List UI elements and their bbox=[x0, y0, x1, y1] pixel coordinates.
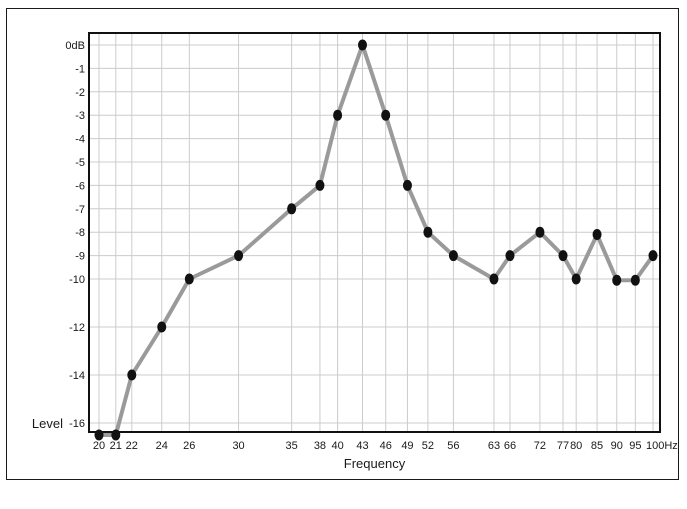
x-tick-label: 63 bbox=[488, 440, 500, 452]
y-tick-label: -5 bbox=[75, 157, 85, 169]
data-point bbox=[592, 229, 602, 241]
data-point bbox=[505, 250, 515, 262]
x-tick-label: 72 bbox=[534, 440, 546, 452]
series-layer bbox=[94, 39, 658, 441]
data-point bbox=[630, 274, 640, 286]
grid bbox=[89, 33, 660, 432]
data-point bbox=[402, 179, 412, 191]
data-point bbox=[287, 203, 297, 215]
data-point bbox=[234, 250, 244, 262]
series-line bbox=[99, 43, 655, 437]
data-point bbox=[315, 179, 325, 191]
y-axis-title: Level bbox=[32, 416, 63, 431]
data-point bbox=[423, 226, 433, 238]
y-tick-label: -16 bbox=[69, 418, 85, 430]
x-tick-label: 21 bbox=[110, 440, 122, 452]
data-point bbox=[558, 250, 568, 262]
data-point bbox=[127, 369, 137, 381]
data-point bbox=[111, 429, 121, 441]
data-point bbox=[648, 250, 658, 262]
x-tick-label: 35 bbox=[286, 440, 298, 452]
data-point bbox=[448, 250, 458, 262]
plot-area-border bbox=[88, 32, 661, 433]
x-tick-label: 52 bbox=[422, 440, 434, 452]
y-tick-label: -1 bbox=[75, 63, 85, 75]
x-tick-label: 100Hz bbox=[646, 440, 678, 452]
x-tick-label: 26 bbox=[183, 440, 195, 452]
y-tick-label: -3 bbox=[75, 110, 85, 122]
y-tick-label: -4 bbox=[75, 134, 85, 146]
data-point bbox=[612, 274, 622, 286]
y-tick-label: 0dB bbox=[65, 40, 85, 52]
data-point bbox=[157, 321, 167, 333]
y-tick-label: -9 bbox=[75, 251, 85, 263]
x-tick-labels: 20 21 22 24 26 30 35 38 40 43 46 49 52 56 63 66 72 77 80 85… bbox=[93, 440, 678, 452]
x-tick-label: 56 bbox=[447, 440, 459, 452]
y-tick-label: -8 bbox=[75, 227, 85, 239]
x-tick-label: 24 bbox=[156, 440, 168, 452]
x-tick-label: 49 bbox=[401, 440, 413, 452]
x-tick-label: 85 bbox=[591, 440, 603, 452]
y-tick-label: -14 bbox=[69, 370, 85, 382]
data-point bbox=[535, 226, 545, 238]
data-point bbox=[184, 273, 194, 285]
y-tick-label: -10 bbox=[69, 274, 85, 286]
x-tick-label: 38 bbox=[314, 440, 326, 452]
x-tick-label: 43 bbox=[356, 440, 368, 452]
x-tick-label: 20 bbox=[93, 440, 105, 452]
x-tick-label: 77 bbox=[557, 440, 569, 452]
data-point bbox=[381, 109, 391, 121]
x-tick-label: 22 bbox=[126, 440, 138, 452]
x-tick-label: 66 bbox=[504, 440, 516, 452]
x-tick-label: 95 bbox=[629, 440, 641, 452]
x-axis-title: Frequency bbox=[344, 456, 406, 471]
x-tick-label: 40 bbox=[331, 440, 343, 452]
y-tick-label: -12 bbox=[69, 322, 85, 334]
x-tick-label: 46 bbox=[380, 440, 392, 452]
data-point bbox=[571, 273, 581, 285]
y-tick-label: -6 bbox=[75, 180, 85, 192]
y-tick-labels: 0dB -1 -2 -3 -4 -5 -6 -7 -8 -9 -10 -12 -14 -16 bbox=[65, 40, 85, 430]
y-tick-label: -2 bbox=[75, 87, 85, 99]
x-tick-label: 80 bbox=[570, 440, 582, 452]
data-point bbox=[489, 273, 499, 285]
data-point bbox=[94, 429, 104, 441]
data-point bbox=[357, 39, 367, 51]
x-tick-label: 30 bbox=[232, 440, 244, 452]
x-tick-label: 90 bbox=[611, 440, 623, 452]
data-point bbox=[333, 109, 343, 121]
chart-frame bbox=[6, 8, 679, 480]
y-tick-label: -7 bbox=[75, 204, 85, 216]
